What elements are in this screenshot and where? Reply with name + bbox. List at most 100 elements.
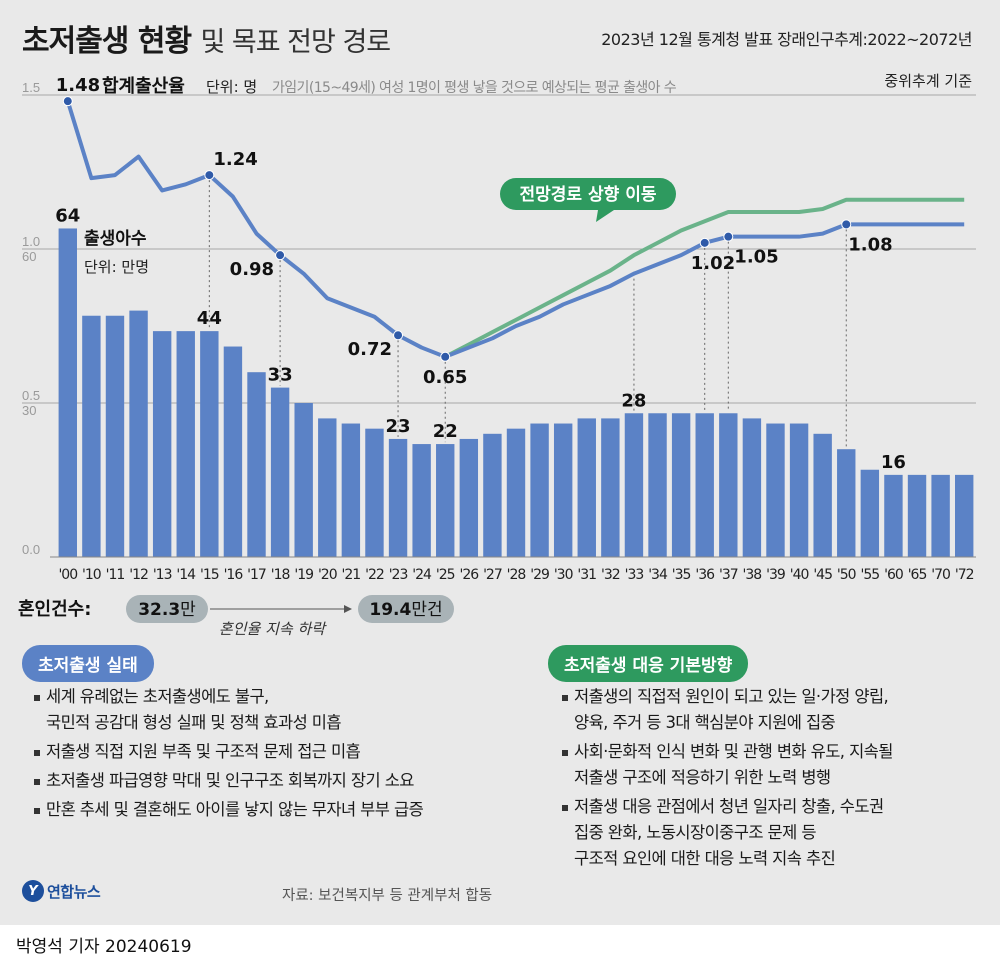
birth-bar <box>719 413 738 557</box>
status-section-title: 초저출생 실태 <box>22 645 154 682</box>
birth-bar <box>365 428 384 557</box>
x-tick-label: '15 <box>200 567 219 583</box>
status-list: 세계 유례없는 초저출생에도 불구, 국민적 공감대 형성 실패 및 정책 효과… <box>32 684 532 826</box>
birth-bar <box>388 438 408 557</box>
birth-bar <box>860 469 880 557</box>
marriages-label: 혼인건수: <box>18 598 91 620</box>
title-main: 초저출생 현황 <box>22 24 192 59</box>
direction-list-item: 사회·문화적 인식 변화 및 관행 변화 유도, 지속될 저출생 구조에 적응하… <box>560 739 990 791</box>
birth-bar <box>412 444 431 557</box>
births-axis-tick: 30 <box>22 403 36 418</box>
birth-bar <box>200 331 219 557</box>
target-badge <box>500 178 676 210</box>
birth-bar <box>247 372 266 557</box>
logo-mark-icon: Y <box>22 880 44 902</box>
title-sub: 및 목표 전망 경로 <box>200 27 392 58</box>
birth-bar <box>341 423 361 557</box>
birth-bar <box>907 474 927 557</box>
marriages-value-a-unit: 만 <box>180 600 196 620</box>
x-tick-label: '28 <box>507 567 526 583</box>
birth-data-label: 16 <box>881 452 906 473</box>
tfr-data-label: 1.02 <box>691 253 735 274</box>
marriages-value-b-unit: 만건 <box>411 600 442 620</box>
tfr-data-label: 1.05 <box>734 247 778 268</box>
tfr-data-label: 0.72 <box>348 339 392 360</box>
birth-bar <box>152 331 172 557</box>
target-badge-pointer <box>596 210 614 222</box>
birth-bar <box>624 413 644 557</box>
x-tick-label: '72 <box>955 567 974 583</box>
tfr-marker <box>440 351 451 362</box>
birth-bar <box>577 418 596 557</box>
x-tick-label: '23 <box>389 567 408 583</box>
tfr-marker <box>723 231 734 242</box>
birth-bar <box>58 228 77 557</box>
tfr-marker <box>275 250 286 261</box>
marriages-trend: 혼인율 지속 하락 <box>219 620 327 638</box>
birth-bar <box>766 423 785 557</box>
birth-data-label: 33 <box>268 365 293 386</box>
x-tick-label: '20 <box>318 567 337 583</box>
birth-bar <box>553 423 573 557</box>
marriages-value-a: 32.3만 <box>138 600 196 620</box>
x-tick-label: '13 <box>153 567 172 583</box>
x-tick-label: '25 <box>436 567 455 583</box>
x-tick-label: '36 <box>695 567 715 583</box>
birth-bar <box>129 310 148 557</box>
x-tick-label: '50 <box>837 567 856 583</box>
births-unit: 단위: 만명 <box>84 258 149 276</box>
tfr-data-label: 1.48 <box>56 75 100 96</box>
tfr-marker <box>62 96 73 107</box>
x-tick-label: '33 <box>625 567 644 583</box>
birth-data-label: 22 <box>433 421 458 442</box>
status-list-item: 저출생 직접 지원 부족 및 구조적 문제 접근 미흡 <box>32 739 532 765</box>
birth-chart: 0.0 0.5 1.0 1.5 30 60 '00 '10 '11'12 '13'14'15 '16… <box>18 75 976 638</box>
x-tick-label: '31 <box>577 567 596 583</box>
birth-bar <box>648 413 667 557</box>
tfr-marker <box>393 330 404 341</box>
birth-bar <box>837 449 856 557</box>
tfr-data-label: 1.08 <box>848 234 892 255</box>
direction-list: 저출생의 직접적 원인이 되고 있는 일·가정 양립, 양육, 주거 등 3대 … <box>560 684 990 875</box>
birth-bar <box>176 331 195 557</box>
x-tick-label: '12 <box>129 567 148 583</box>
birth-bar <box>742 418 762 557</box>
x-tick-label: '26 <box>459 567 479 583</box>
x-tick-label: '65 <box>908 567 927 583</box>
x-tick-label: '17 <box>247 567 266 583</box>
birth-bar <box>695 413 714 557</box>
birth-data-label: 44 <box>197 308 222 329</box>
projection-basis: 중위추계 기준 <box>884 72 972 90</box>
status-list-item: 세계 유례없는 초저출생에도 불구, 국민적 공감대 형성 실패 및 정책 효과… <box>32 684 532 736</box>
page-title: 초저출생 현황 및 목표 전망 경로 <box>22 16 392 60</box>
birth-data-label: 23 <box>386 416 411 437</box>
x-tick-label: '10 <box>82 567 101 583</box>
tfr-data-label: 0.65 <box>423 367 467 388</box>
birth-bar <box>483 433 502 557</box>
birth-bar <box>813 433 832 557</box>
direction-list-item: 저출생의 직접적 원인이 되고 있는 일·가정 양립, 양육, 주거 등 3대 … <box>560 684 990 736</box>
x-tick-label: '00 <box>58 567 77 583</box>
birth-bar <box>671 413 691 557</box>
birth-bar <box>530 423 549 557</box>
x-tick-label: '30 <box>554 567 573 583</box>
status-list-item: 초저출생 파급영향 막대 및 인구구조 회복까지 장기 소요 <box>32 768 532 794</box>
x-tick-label: '11 <box>106 567 125 583</box>
marriages-value-b: 19.4만건 <box>369 600 442 620</box>
x-tick-label: '60 <box>884 567 903 583</box>
birth-bar <box>955 474 974 557</box>
birth-bar <box>82 315 101 557</box>
x-tick-label: '19 <box>294 567 313 583</box>
x-tick-label: '37 <box>719 567 738 583</box>
birth-data-label: 28 <box>621 390 646 411</box>
tfr-unit: 단위: 명 <box>206 78 257 96</box>
x-tick-label: '34 <box>648 567 668 583</box>
x-tick-label: '27 <box>483 567 502 583</box>
source-top: 2023년 12월 통계청 발표 장래인구추계:2022~2072년 <box>601 30 972 49</box>
marriages-arrowhead <box>344 605 352 613</box>
tfr-line <box>65 100 965 359</box>
births-axis-tick: 60 <box>22 249 36 264</box>
marriages-value-b-num: 19.4 <box>369 600 411 620</box>
target-badge-label: 전망경로 상향 이동 <box>520 184 657 205</box>
tfr-data-label: 1.24 <box>213 149 257 170</box>
